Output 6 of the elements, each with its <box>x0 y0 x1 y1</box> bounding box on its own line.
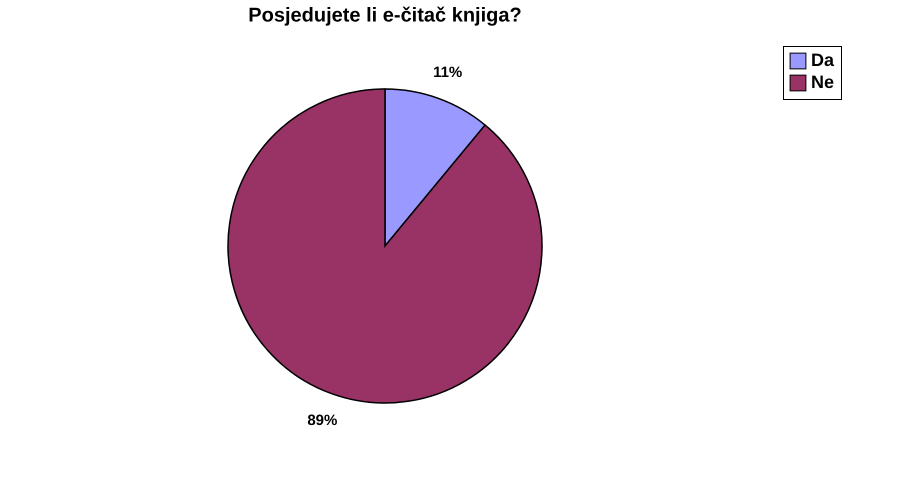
pie-slice <box>227 88 543 404</box>
legend-label: Da <box>811 50 835 70</box>
chart-title: Posjedujete li e-čitač knjiga? <box>248 4 522 26</box>
legend-label: Ne <box>811 72 834 92</box>
data-label: 11% <box>433 64 462 81</box>
data-label: 89% <box>307 412 338 430</box>
